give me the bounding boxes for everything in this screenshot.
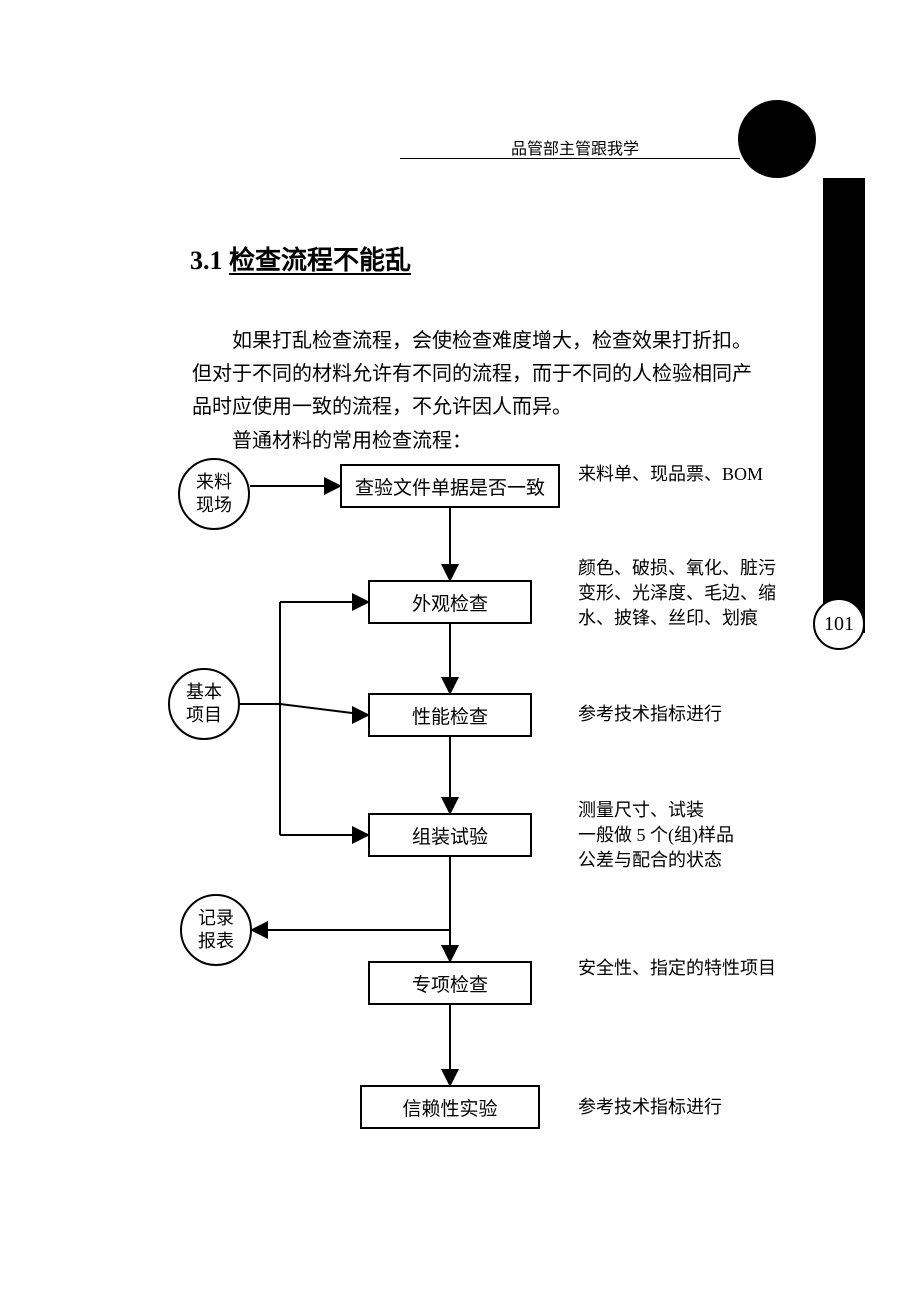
- node-performance-check: 性能检查: [368, 693, 532, 737]
- node-special-check: 专项检查: [368, 961, 532, 1005]
- flowchart: 来料 现场 基本 项目 记录 报表 查验文件单据是否一致 外观检查 性能检查 组…: [150, 450, 790, 1170]
- section-title-text: 检查流程不能乱: [229, 246, 411, 275]
- annot-performance: 参考技术指标进行: [578, 702, 783, 727]
- page-number-badge: 101: [813, 598, 865, 650]
- section-title: 3.1 检查流程不能乱: [190, 240, 411, 277]
- side-thumb-tab: [823, 178, 865, 633]
- annot-assembly: 测量尺寸、试装 一般做 5 个(组)样品 公差与配合的状态: [578, 798, 783, 874]
- section-number: 3.1: [190, 246, 223, 275]
- annot-appearance: 颜色、破损、氧化、脏污变形、光泽度、毛边、缩水、披锋、丝印、划痕: [578, 556, 783, 632]
- paragraph-intro: 如果打乱检查流程，会使检查难度增大，检查效果打折扣。但对于不同的材料允许有不同的…: [192, 325, 762, 424]
- annot-reliability: 参考技术指标进行: [578, 1095, 783, 1120]
- annot-documents: 来料单、现品票、BOM: [578, 462, 783, 487]
- node-basic-items: 基本 项目: [168, 668, 240, 740]
- node-assembly-test: 组装试验: [368, 813, 532, 857]
- running-head: 品管部主管跟我学: [400, 135, 750, 159]
- node-check-documents: 查验文件单据是否一致: [340, 464, 560, 508]
- header-ornament-circle: [738, 100, 816, 178]
- annot-special: 安全性、指定的特性项目: [578, 956, 783, 981]
- node-record-report: 记录 报表: [180, 894, 252, 966]
- node-appearance-check: 外观检查: [368, 580, 532, 624]
- node-reliability-test: 信赖性实验: [360, 1085, 540, 1129]
- node-incoming-site: 来料 现场: [178, 458, 250, 530]
- header-rule: [400, 158, 740, 159]
